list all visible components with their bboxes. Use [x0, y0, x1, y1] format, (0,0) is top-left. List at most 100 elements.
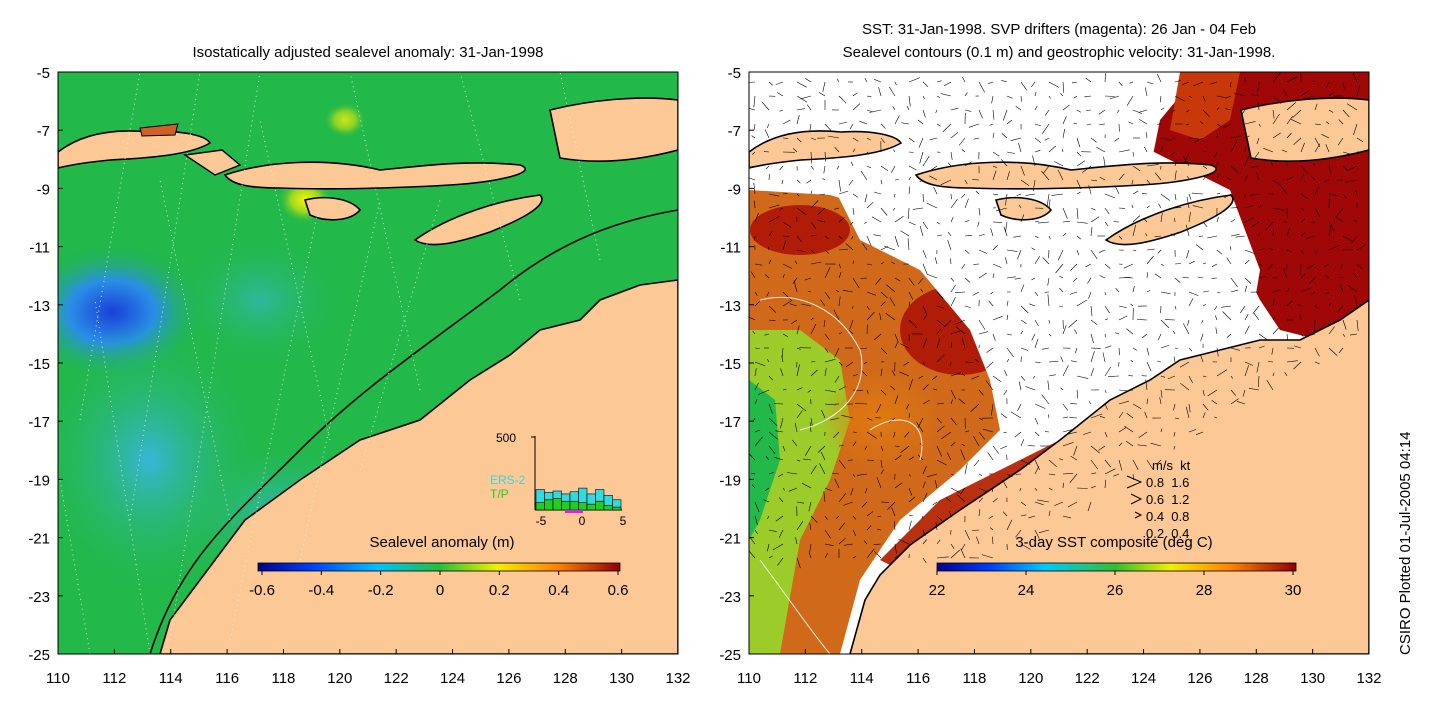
inset-legend-tp: T/P — [490, 487, 509, 501]
right-y-tick-label: -25 — [719, 647, 741, 664]
inset-legend-ers2: ERS-2 — [490, 473, 526, 487]
sla-ticks-label: 0.4 — [548, 582, 569, 599]
left-y-tick-label: -9 — [37, 181, 50, 198]
sst-map-area — [749, 72, 1369, 654]
sla-ticks-label: 0.2 — [489, 582, 510, 599]
right-x-axis: 110 112 114 116 118 120 122 124 126 128 130 132 — [737, 649, 1382, 687]
right-x-tick-label: 112 — [793, 670, 817, 687]
sla-ticks-label: -0.4 — [308, 582, 334, 599]
right-x-tick-label: 126 — [1187, 670, 1212, 687]
right-x-tick-label: 118 — [962, 670, 986, 687]
sst-java-land — [749, 130, 903, 169]
left-x-tick-label: 132 — [665, 670, 690, 687]
velocity-key: m/s kt 0.8 1.6 0.6 1.2 0.4 0.8 0.2 0.4 — [1126, 458, 1191, 541]
left-x-tick-label: 118 — [271, 670, 295, 687]
inset-x-tick-5: 5 — [620, 514, 627, 528]
inset-tp-bar — [544, 499, 554, 511]
sst-ticks-label: 22 — [929, 582, 946, 599]
left-y-tick-label: -17 — [28, 414, 50, 431]
sst-ticks-label: 28 — [1196, 582, 1213, 599]
australia-land — [159, 279, 678, 654]
sst-sumba-land — [994, 196, 1053, 221]
right-y-tick-label: -19 — [719, 472, 741, 489]
inset-tp-bar — [552, 498, 562, 511]
left-x-axis: 110 112 114 116 118 120 122 124 126 128 130 132 — [46, 649, 691, 687]
left-x-tick-label: 122 — [384, 670, 409, 687]
right-x-tick-label: 122 — [1075, 670, 1100, 687]
left-y-tick-label: -15 — [28, 356, 50, 373]
bali-lombok-land — [183, 149, 242, 176]
inset-tp-bar — [612, 506, 622, 511]
right-y-tick-label: -11 — [720, 240, 741, 257]
right-y-tick-label: -7 — [728, 123, 741, 140]
left-x-tick-label: 114 — [159, 670, 183, 687]
sst-colorbar-label: 3-day SST composite (deg C) — [1015, 534, 1212, 551]
right-y-tick-label: -15 — [719, 356, 741, 373]
sla-ticks-label: -0.6 — [249, 582, 275, 599]
right-y-tick-label: -21 — [719, 531, 741, 548]
sst-colorbar: 3-day SST composite (deg C) 22 24 26 28 30 — [929, 534, 1302, 599]
right-y-tick-label: -17 — [719, 414, 741, 431]
timor-land — [413, 194, 543, 246]
right-x-tick-label: 130 — [1300, 670, 1325, 687]
plot-credit: CSIRO Plotted 01-Jul-2005 04:14 — [1397, 432, 1414, 655]
left-x-tick-label: 126 — [496, 670, 521, 687]
sla-ticks-label: 0.6 — [608, 582, 629, 599]
right-x-tick-label: 110 — [737, 670, 761, 687]
left-y-tick-label: -25 — [28, 647, 50, 664]
velocity-key-row-1: 0.6 1.2 — [1146, 492, 1189, 507]
right-x-tick-label: 124 — [1131, 670, 1156, 687]
left-x-tick-label: 124 — [440, 670, 465, 687]
sumbawa-flores-land — [223, 161, 527, 190]
velocity-key-header: m/s kt — [1152, 458, 1191, 473]
sst-map-panel: SST: 31-Jan-1998. SVP drifters (magenta)… — [719, 21, 1381, 687]
inset-tp-bar — [569, 500, 579, 511]
java-land — [58, 130, 212, 169]
inset-tp-bar — [595, 500, 605, 511]
north-island-land — [549, 97, 678, 163]
sst-ticks-label: 26 — [1107, 582, 1124, 599]
inset-tp-bar — [561, 500, 571, 511]
sea-level-map-title: Isostatically adjusted sealevel anomaly:… — [192, 44, 543, 61]
right-x-tick-label: 116 — [906, 670, 930, 687]
left-x-tick-label: 116 — [215, 670, 239, 687]
track-histogram-inset: 500 ERS-2 T/P -5 0 5 — [490, 431, 627, 528]
left-y-tick-label: -5 — [37, 65, 50, 82]
velocity-key-row-3: 0.2 0.4 — [1146, 526, 1189, 541]
right-y-tick-label: -13 — [719, 298, 741, 315]
inset-tp-bar — [578, 502, 588, 511]
sla-ticks-label: -0.2 — [368, 582, 394, 599]
inset-x-tick-neg5: -5 — [536, 514, 547, 528]
left-x-tick-label: 112 — [102, 670, 126, 687]
right-y-tick-label: -23 — [719, 589, 741, 606]
sea-level-map-panel: Isostatically adjusted sealevel anomaly:… — [28, 44, 691, 687]
sla-ticks-label: 0 — [436, 582, 444, 599]
left-y-tick-label: -13 — [28, 298, 50, 315]
sea-level-colorbar-label: Sealevel anomaly (m) — [369, 534, 514, 551]
inset-y-label: 500 — [496, 431, 516, 445]
sst-ticks-label: 24 — [1018, 582, 1035, 599]
velocity-key-row-2: 0.4 0.8 — [1146, 509, 1189, 524]
inset-tp-bar — [603, 505, 613, 511]
left-y-tick-label: -11 — [29, 240, 50, 257]
sea-level-map-area — [58, 72, 678, 654]
velocity-key-row-0: 0.8 1.6 — [1146, 475, 1189, 490]
right-x-tick-label: 114 — [850, 670, 874, 687]
left-x-tick-label: 120 — [327, 670, 352, 687]
sst-sumbawa-land — [914, 161, 1218, 190]
left-y-tick-label: -23 — [28, 589, 50, 606]
right-y-tick-label: -5 — [728, 65, 741, 82]
right-y-tick-label: -9 — [728, 181, 741, 198]
small-island-land — [139, 123, 179, 137]
left-y-tick-label: -19 — [28, 472, 50, 489]
left-x-tick-label: 110 — [46, 670, 70, 687]
right-x-tick-label: 132 — [1356, 670, 1381, 687]
left-y-tick-label: -7 — [37, 123, 50, 140]
inset-tp-bar — [586, 503, 596, 511]
sumba-land — [303, 196, 362, 221]
sst-ticks-label: 30 — [1285, 582, 1302, 599]
sst-map-title-line2: Sealevel contours (0.1 m) and geostrophi… — [843, 44, 1276, 61]
left-x-tick-label: 128 — [553, 670, 578, 687]
sst-map-title-line1: SST: 31-Jan-1998. SVP drifters (magenta)… — [862, 21, 1256, 38]
